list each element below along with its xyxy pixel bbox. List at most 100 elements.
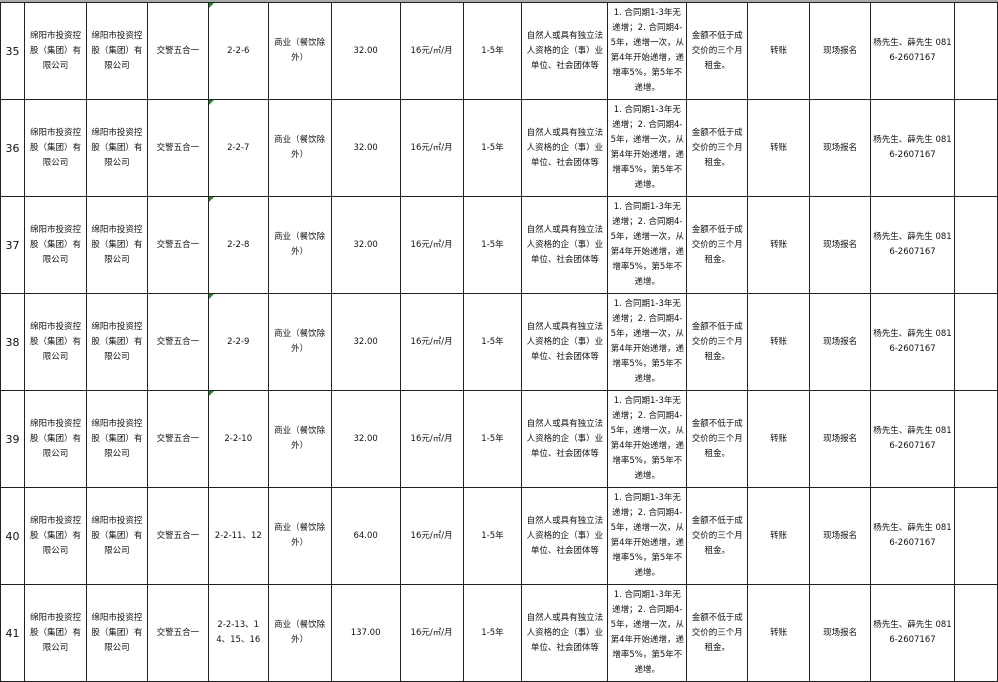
area-cell[interactable]: 137.00: [330, 584, 401, 682]
price-cell[interactable]: 16元/㎡/月: [399, 99, 464, 197]
usage-cell[interactable]: 商业（餐饮除外）: [267, 196, 332, 294]
area-cell[interactable]: 32.00: [330, 293, 401, 391]
unit-cell[interactable]: 2-2-8: [207, 196, 269, 294]
qualification-cell[interactable]: 自然人或具有独立法人资格的企（事）业单位、社会团体等: [521, 584, 609, 682]
signup-cell[interactable]: 现场报名: [809, 196, 872, 294]
price-cell[interactable]: 16元/㎡/月: [399, 2, 464, 100]
owner-cell[interactable]: 绵阳市投资控股（集团）有限公司: [23, 390, 87, 488]
increase-cell[interactable]: 1. 合同期1-3年无递增；2. 合同期4-5年，递增一次，从第4年开始递增，递…: [607, 584, 688, 682]
manager-cell[interactable]: 绵阳市投资控股（集团）有限公司: [85, 196, 148, 294]
row-number[interactable]: 39: [0, 390, 25, 488]
deposit-cell[interactable]: 金额不低于成交价的三个月租金。: [686, 584, 749, 682]
location-cell[interactable]: 交警五合一: [146, 487, 209, 585]
increase-cell[interactable]: 1. 合同期1-3年无递增；2. 合同期4-5年，递增一次，从第4年开始递增，递…: [607, 487, 688, 585]
term-cell[interactable]: 1-5年: [462, 390, 523, 488]
contact-cell[interactable]: 杨先生、薛先生 0816-2607167: [870, 99, 955, 197]
unit-cell[interactable]: 2-2-6: [207, 2, 269, 100]
location-cell[interactable]: 交警五合一: [146, 196, 209, 294]
unit-cell[interactable]: 2-2-13、14、15、16: [207, 584, 269, 682]
row-number[interactable]: 38: [0, 293, 25, 391]
location-cell[interactable]: 交警五合一: [146, 293, 209, 391]
contact-cell[interactable]: 杨先生、薛先生 0816-2607167: [870, 487, 955, 585]
signup-cell[interactable]: 现场报名: [809, 2, 872, 100]
qualification-cell[interactable]: 自然人或具有独立法人资格的企（事）业单位、社会团体等: [521, 196, 609, 294]
signup-cell[interactable]: 现场报名: [809, 99, 872, 197]
signup-cell[interactable]: 现场报名: [809, 293, 872, 391]
payment-cell[interactable]: 转账: [747, 196, 811, 294]
deposit-cell[interactable]: 金额不低于成交价的三个月租金。: [686, 487, 749, 585]
manager-cell[interactable]: 绵阳市投资控股（集团）有限公司: [85, 487, 148, 585]
term-cell[interactable]: 1-5年: [462, 99, 523, 197]
row-number[interactable]: 37: [0, 196, 25, 294]
contact-cell[interactable]: 杨先生、薛先生 0816-2607167: [870, 293, 955, 391]
location-cell[interactable]: 交警五合一: [146, 584, 209, 682]
deposit-cell[interactable]: 金额不低于成交价的三个月租金。: [686, 196, 749, 294]
location-cell[interactable]: 交警五合一: [146, 390, 209, 488]
increase-cell[interactable]: 1. 合同期1-3年无递增；2. 合同期4-5年，递增一次，从第4年开始递增，递…: [607, 99, 688, 197]
usage-cell[interactable]: 商业（餐饮除外）: [267, 99, 332, 197]
comment-marker-icon[interactable]: [209, 3, 214, 8]
owner-cell[interactable]: 绵阳市投资控股（集团）有限公司: [23, 196, 87, 294]
owner-cell[interactable]: 绵阳市投资控股（集团）有限公司: [23, 2, 87, 100]
qualification-cell[interactable]: 自然人或具有独立法人资格的企（事）业单位、社会团体等: [521, 390, 609, 488]
signup-cell[interactable]: 现场报名: [809, 584, 872, 682]
extra-cell[interactable]: [953, 99, 998, 197]
payment-cell[interactable]: 转账: [747, 2, 811, 100]
price-cell[interactable]: 16元/㎡/月: [399, 293, 464, 391]
usage-cell[interactable]: 商业（餐饮除外）: [267, 2, 332, 100]
manager-cell[interactable]: 绵阳市投资控股（集团）有限公司: [85, 390, 148, 488]
area-cell[interactable]: 32.00: [330, 390, 401, 488]
deposit-cell[interactable]: 金额不低于成交价的三个月租金。: [686, 390, 749, 488]
usage-cell[interactable]: 商业（餐饮除外）: [267, 390, 332, 488]
deposit-cell[interactable]: 金额不低于成交价的三个月租金。: [686, 99, 749, 197]
extra-cell[interactable]: [953, 2, 998, 100]
contact-cell[interactable]: 杨先生、薛先生 0816-2607167: [870, 196, 955, 294]
term-cell[interactable]: 1-5年: [462, 487, 523, 585]
extra-cell[interactable]: [953, 196, 998, 294]
contact-cell[interactable]: 杨先生、薛先生 0816-2607167: [870, 584, 955, 682]
increase-cell[interactable]: 1. 合同期1-3年无递增；2. 合同期4-5年，递增一次，从第4年开始递增，递…: [607, 293, 688, 391]
increase-cell[interactable]: 1. 合同期1-3年无递增；2. 合同期4-5年，递增一次，从第4年开始递增，递…: [607, 390, 688, 488]
usage-cell[interactable]: 商业（餐饮除外）: [267, 487, 332, 585]
contact-cell[interactable]: 杨先生、薛先生 0816-2607167: [870, 2, 955, 100]
unit-cell[interactable]: 2-2-9: [207, 293, 269, 391]
owner-cell[interactable]: 绵阳市投资控股（集团）有限公司: [23, 487, 87, 585]
price-cell[interactable]: 16元/㎡/月: [399, 390, 464, 488]
usage-cell[interactable]: 商业（餐饮除外）: [267, 584, 332, 682]
row-number[interactable]: 36: [0, 99, 25, 197]
manager-cell[interactable]: 绵阳市投资控股（集团）有限公司: [85, 2, 148, 100]
price-cell[interactable]: 16元/㎡/月: [399, 196, 464, 294]
price-cell[interactable]: 16元/㎡/月: [399, 584, 464, 682]
manager-cell[interactable]: 绵阳市投资控股（集团）有限公司: [85, 584, 148, 682]
manager-cell[interactable]: 绵阳市投资控股（集团）有限公司: [85, 99, 148, 197]
area-cell[interactable]: 32.00: [330, 2, 401, 100]
extra-cell[interactable]: [953, 487, 998, 585]
extra-cell[interactable]: [953, 584, 998, 682]
term-cell[interactable]: 1-5年: [462, 196, 523, 294]
signup-cell[interactable]: 现场报名: [809, 487, 872, 585]
payment-cell[interactable]: 转账: [747, 584, 811, 682]
contact-cell[interactable]: 杨先生、薛先生 0816-2607167: [870, 390, 955, 488]
comment-marker-icon[interactable]: [209, 197, 214, 202]
qualification-cell[interactable]: 自然人或具有独立法人资格的企（事）业单位、社会团体等: [521, 2, 609, 100]
unit-cell[interactable]: 2-2-11、12: [207, 487, 269, 585]
payment-cell[interactable]: 转账: [747, 487, 811, 585]
extra-cell[interactable]: [953, 390, 998, 488]
unit-cell[interactable]: 2-2-10: [207, 390, 269, 488]
payment-cell[interactable]: 转账: [747, 293, 811, 391]
term-cell[interactable]: 1-5年: [462, 584, 523, 682]
row-number[interactable]: 40: [0, 487, 25, 585]
signup-cell[interactable]: 现场报名: [809, 390, 872, 488]
unit-cell[interactable]: 2-2-7: [207, 99, 269, 197]
owner-cell[interactable]: 绵阳市投资控股（集团）有限公司: [23, 584, 87, 682]
qualification-cell[interactable]: 自然人或具有独立法人资格的企（事）业单位、社会团体等: [521, 487, 609, 585]
qualification-cell[interactable]: 自然人或具有独立法人资格的企（事）业单位、社会团体等: [521, 293, 609, 391]
location-cell[interactable]: 交警五合一: [146, 2, 209, 100]
deposit-cell[interactable]: 金额不低于成交价的三个月租金。: [686, 2, 749, 100]
owner-cell[interactable]: 绵阳市投资控股（集团）有限公司: [23, 293, 87, 391]
increase-cell[interactable]: 1. 合同期1-3年无递增；2. 合同期4-5年，递增一次，从第4年开始递增，递…: [607, 196, 688, 294]
deposit-cell[interactable]: 金额不低于成交价的三个月租金。: [686, 293, 749, 391]
location-cell[interactable]: 交警五合一: [146, 99, 209, 197]
comment-marker-icon[interactable]: [209, 294, 214, 299]
extra-cell[interactable]: [953, 293, 998, 391]
